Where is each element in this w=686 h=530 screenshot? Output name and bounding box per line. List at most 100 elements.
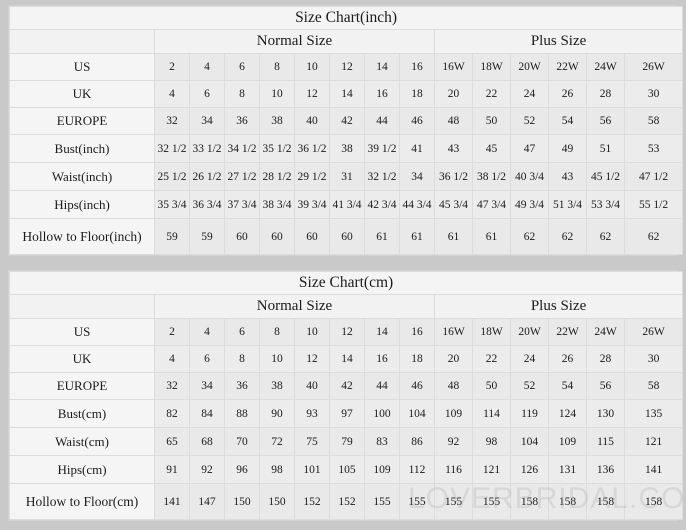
table-cell: 58 bbox=[623, 372, 684, 400]
table-cell: 18W bbox=[472, 318, 511, 346]
row-label: Hollow to Floor(cm) bbox=[9, 483, 155, 520]
table-cell: 150 bbox=[259, 483, 295, 520]
table-cell: 2 bbox=[154, 318, 190, 346]
table-cell: 6 bbox=[224, 53, 260, 81]
table-cell: 50 bbox=[472, 107, 511, 135]
table-cell: 90 bbox=[259, 399, 295, 428]
table-cell: 55 1/2 bbox=[623, 190, 684, 219]
table-cell: 40 bbox=[294, 372, 330, 400]
table-cell: 4 bbox=[189, 318, 225, 346]
table-cell: 34 bbox=[399, 162, 435, 191]
table-cell: 86 bbox=[399, 427, 435, 456]
table-cell: 30 bbox=[623, 345, 684, 373]
table-cell: 38 1/2 bbox=[472, 162, 511, 191]
table-cell: 4 bbox=[154, 80, 190, 108]
table-cell: 104 bbox=[399, 399, 435, 428]
table-cell: 20W bbox=[510, 53, 549, 81]
table-row: Hollow to Floor(cm) 141 147 150 150 152 152 155… bbox=[9, 483, 684, 520]
table-cell: 83 bbox=[364, 427, 400, 456]
table-cell: 20 bbox=[434, 80, 473, 108]
table-cell: 36 1/2 bbox=[294, 134, 330, 163]
table-row: Bust(inch) 32 1/2 33 1/2 34 1/2 35 1/2 36 1/2… bbox=[9, 134, 684, 163]
table-cell: 37 3/4 bbox=[224, 190, 260, 219]
table-cell: 158 bbox=[548, 483, 587, 520]
table-cell: 92 bbox=[434, 427, 473, 456]
table-cell: 18 bbox=[399, 345, 435, 373]
table-cell: 60 bbox=[294, 218, 330, 255]
table-cell: 91 bbox=[154, 455, 190, 484]
table-row: Hips(inch) 35 3/4 36 3/4 37 3/4 38 3/4 39 3/4… bbox=[9, 190, 684, 219]
title-row: Size Chart(inch) bbox=[8, 6, 684, 30]
table-cell: 22 bbox=[472, 80, 511, 108]
table-cell: 101 bbox=[294, 455, 330, 484]
table-cell: 8 bbox=[224, 80, 260, 108]
table-cell: 70 bbox=[224, 427, 260, 456]
row-label: Waist(inch) bbox=[9, 162, 155, 191]
table-cell: 32 1/2 bbox=[154, 134, 190, 163]
table-cell: 93 bbox=[294, 399, 330, 428]
table-cell: 47 bbox=[510, 134, 549, 163]
table-cell: 62 bbox=[548, 218, 587, 255]
table-cell: 14 bbox=[329, 80, 365, 108]
table-cell: 10 bbox=[294, 53, 330, 81]
table-cell: 54 bbox=[548, 372, 587, 400]
table-cell: 61 bbox=[434, 218, 473, 255]
table-cell: 53 bbox=[623, 134, 684, 163]
table-cell: 35 1/2 bbox=[259, 134, 295, 163]
table-cell: 44 3/4 bbox=[399, 190, 435, 219]
table-cell: 72 bbox=[259, 427, 295, 456]
table-cell: 36 1/2 bbox=[434, 162, 473, 191]
table-cell: 109 bbox=[434, 399, 473, 428]
table-cell: 48 bbox=[434, 372, 473, 400]
table-cell: 24W bbox=[586, 318, 625, 346]
table-cell: 28 1/2 bbox=[259, 162, 295, 191]
table-cell: 35 3/4 bbox=[154, 190, 190, 219]
table-cell: 62 bbox=[510, 218, 549, 255]
table-cell: 8 bbox=[259, 53, 295, 81]
table-cell: 38 bbox=[259, 372, 295, 400]
table-cell: 49 bbox=[548, 134, 587, 163]
table-cell: 158 bbox=[510, 483, 549, 520]
table-cell: 44 bbox=[364, 372, 400, 400]
table-cell: 36 bbox=[224, 107, 260, 135]
table-cell: 16W bbox=[434, 53, 473, 81]
table-cell: 53 3/4 bbox=[586, 190, 625, 219]
table-cell: 2 bbox=[154, 53, 190, 81]
table-cell: 24W bbox=[586, 53, 625, 81]
table-cell: 12 bbox=[329, 318, 365, 346]
table-cell: 84 bbox=[189, 399, 225, 428]
table-cell: 158 bbox=[623, 483, 684, 520]
table-cell: 52 bbox=[510, 107, 549, 135]
table-cell: 14 bbox=[364, 53, 400, 81]
table-cell: 54 bbox=[548, 107, 587, 135]
table-cell: 12 bbox=[294, 345, 330, 373]
row-label: UK bbox=[9, 345, 155, 373]
table-cell: 52 bbox=[510, 372, 549, 400]
table-cell: 48 bbox=[434, 107, 473, 135]
size-table-inch-body: Size Chart(inch) Normal Size Plus Size US 2 4… bbox=[8, 6, 684, 255]
table-cell: 116 bbox=[434, 455, 473, 484]
table-cell: 51 bbox=[586, 134, 625, 163]
table-cell: 18 bbox=[399, 80, 435, 108]
table-cell: 136 bbox=[586, 455, 625, 484]
table-cell: 28 bbox=[586, 345, 625, 373]
table-cell: 42 bbox=[329, 107, 365, 135]
table-cell: 112 bbox=[399, 455, 435, 484]
table-cell: 26 bbox=[548, 345, 587, 373]
table-cell: 36 bbox=[224, 372, 260, 400]
group-header-blank bbox=[9, 29, 155, 54]
table-cell: 46 bbox=[399, 107, 435, 135]
group-header-blank bbox=[9, 294, 155, 319]
table-cell: 62 bbox=[586, 218, 625, 255]
table-cell: 20W bbox=[510, 318, 549, 346]
table-cell: 8 bbox=[224, 345, 260, 373]
table-cell: 27 1/2 bbox=[224, 162, 260, 191]
table-cell: 60 bbox=[259, 218, 295, 255]
table-cell: 59 bbox=[189, 218, 225, 255]
table-cell: 155 bbox=[364, 483, 400, 520]
table-cell: 34 bbox=[189, 107, 225, 135]
table-cell: 26 1/2 bbox=[189, 162, 225, 191]
table-cell: 22W bbox=[548, 53, 587, 81]
table-cell: 46 bbox=[399, 372, 435, 400]
table-cell: 150 bbox=[224, 483, 260, 520]
